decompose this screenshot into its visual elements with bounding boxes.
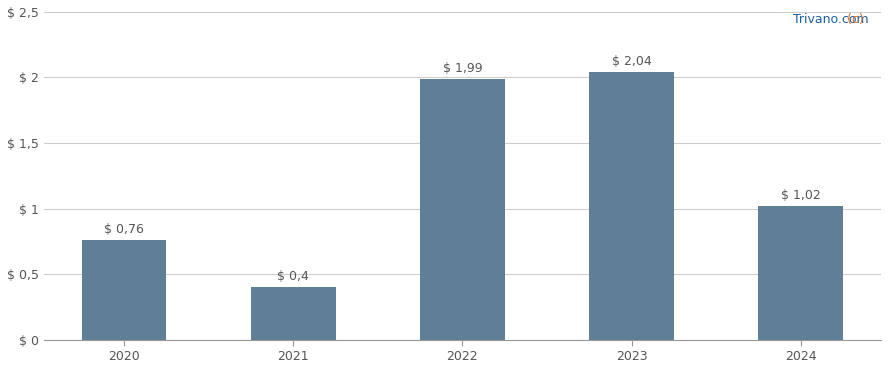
Text: $ 1,02: $ 1,02 <box>781 189 821 202</box>
Text: (c): (c) <box>847 13 868 26</box>
Text: Trivano.com: Trivano.com <box>793 13 868 26</box>
Text: $ 1,99: $ 1,99 <box>442 62 482 75</box>
Bar <box>590 72 674 340</box>
Bar <box>758 206 843 340</box>
Bar <box>82 240 166 340</box>
Bar <box>420 79 504 340</box>
Bar <box>251 287 336 340</box>
Text: $ 2,04: $ 2,04 <box>612 55 652 68</box>
Text: $ 0,4: $ 0,4 <box>277 270 309 283</box>
Text: $ 0,76: $ 0,76 <box>104 223 144 236</box>
